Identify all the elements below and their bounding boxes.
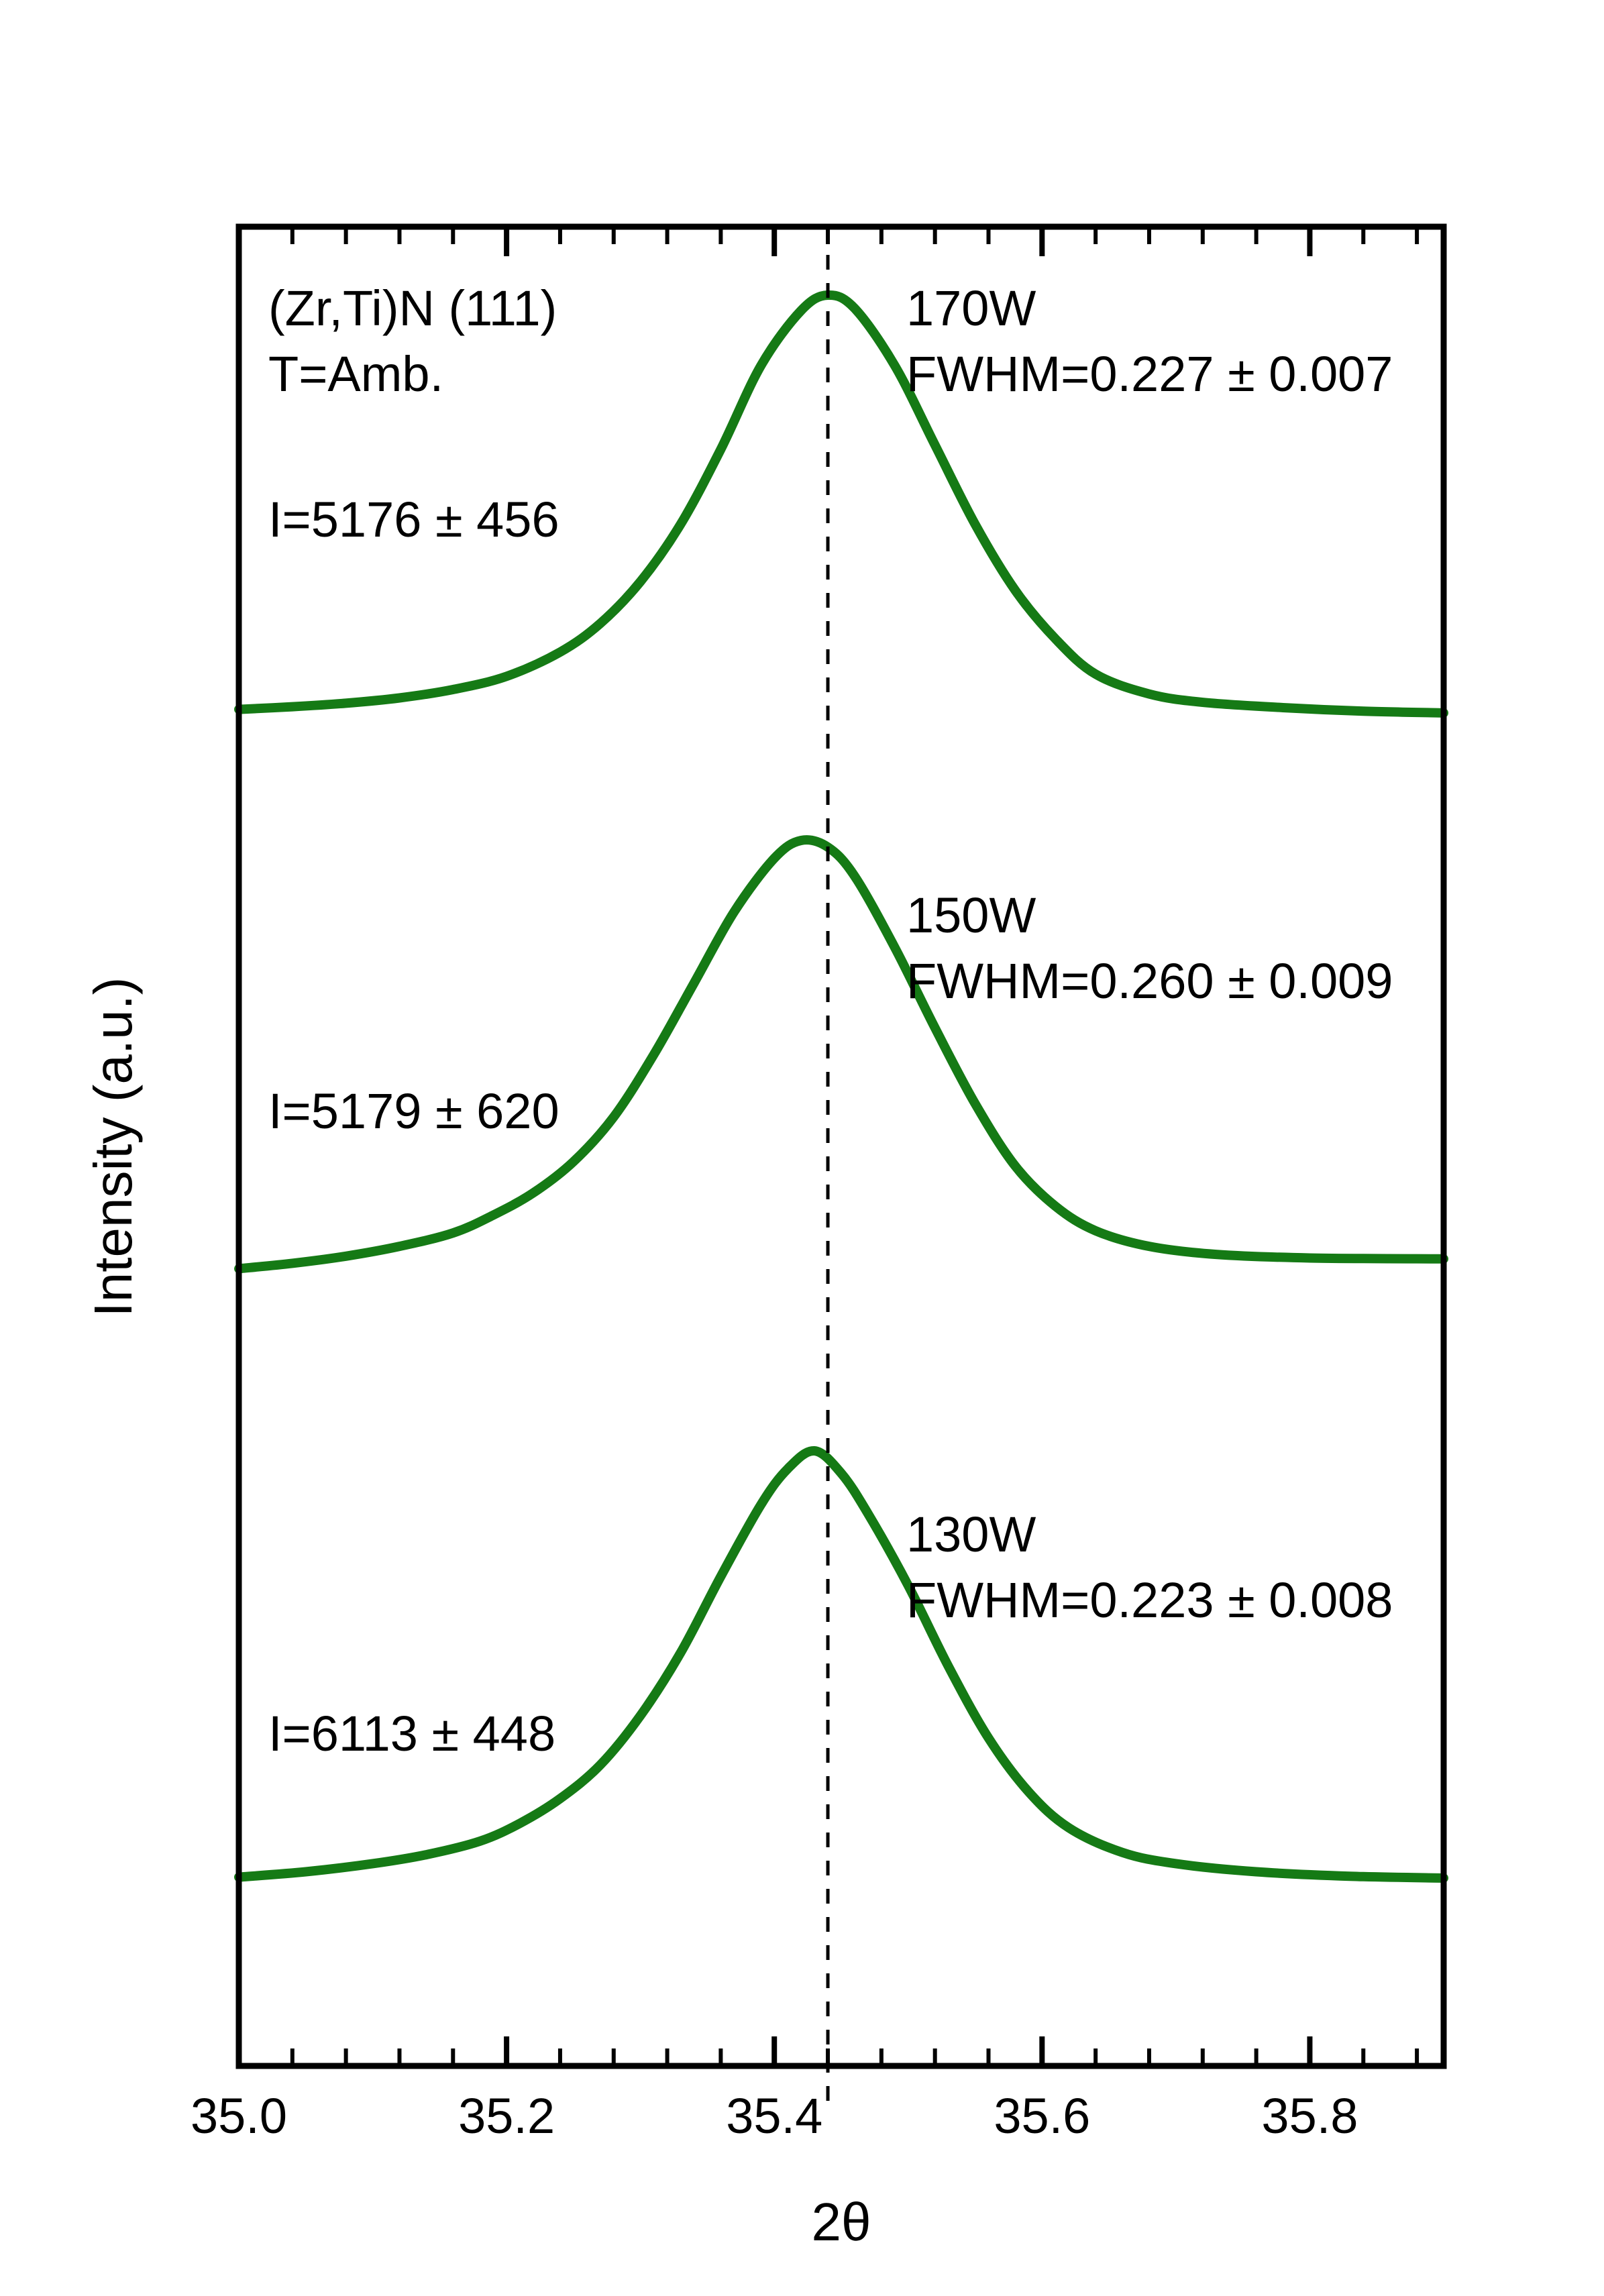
power-label-130w: 130W [906,1507,1036,1562]
trace-170w [234,290,1448,718]
trace-130w [234,1446,1448,1883]
power-label-170w: 170W [906,280,1036,336]
axis-ticks [236,227,1420,2066]
fwhm-label-170w: FWHM=0.227 ± 0.007 [906,346,1393,402]
plot-frame [235,223,1447,2069]
x-axis-title: 2θ [812,2192,871,2252]
sample-label-line2: T=Amb. [268,346,443,402]
trace-group [234,290,1448,1883]
x-tick-labels: 35.0 35.2 35.4 35.6 35.8 [191,2088,1358,2144]
x-tick-label: 35.0 [191,2088,287,2144]
y-axis-title: Intensity (a.u.) [83,977,143,1317]
intensity-label-130w: I=6113 ± 448 [268,1706,555,1761]
power-label-150w: 150W [906,887,1036,943]
intensity-label-150w: I=5179 ± 620 [268,1083,559,1139]
intensity-label-170w: I=5176 ± 456 [268,492,559,547]
trace-150w [234,835,1448,1274]
x-tick-label: 35.4 [726,2088,822,2144]
x-tick-label: 35.6 [994,2088,1090,2144]
fwhm-label-130w: FWHM=0.223 ± 0.008 [906,1572,1393,1628]
x-tick-label: 35.2 [458,2088,555,2144]
sample-label-line1: (Zr,Ti)N (111) [268,280,557,336]
x-tick-label: 35.8 [1261,2088,1358,2144]
fwhm-label-150w: FWHM=0.260 ± 0.009 [906,953,1393,1009]
